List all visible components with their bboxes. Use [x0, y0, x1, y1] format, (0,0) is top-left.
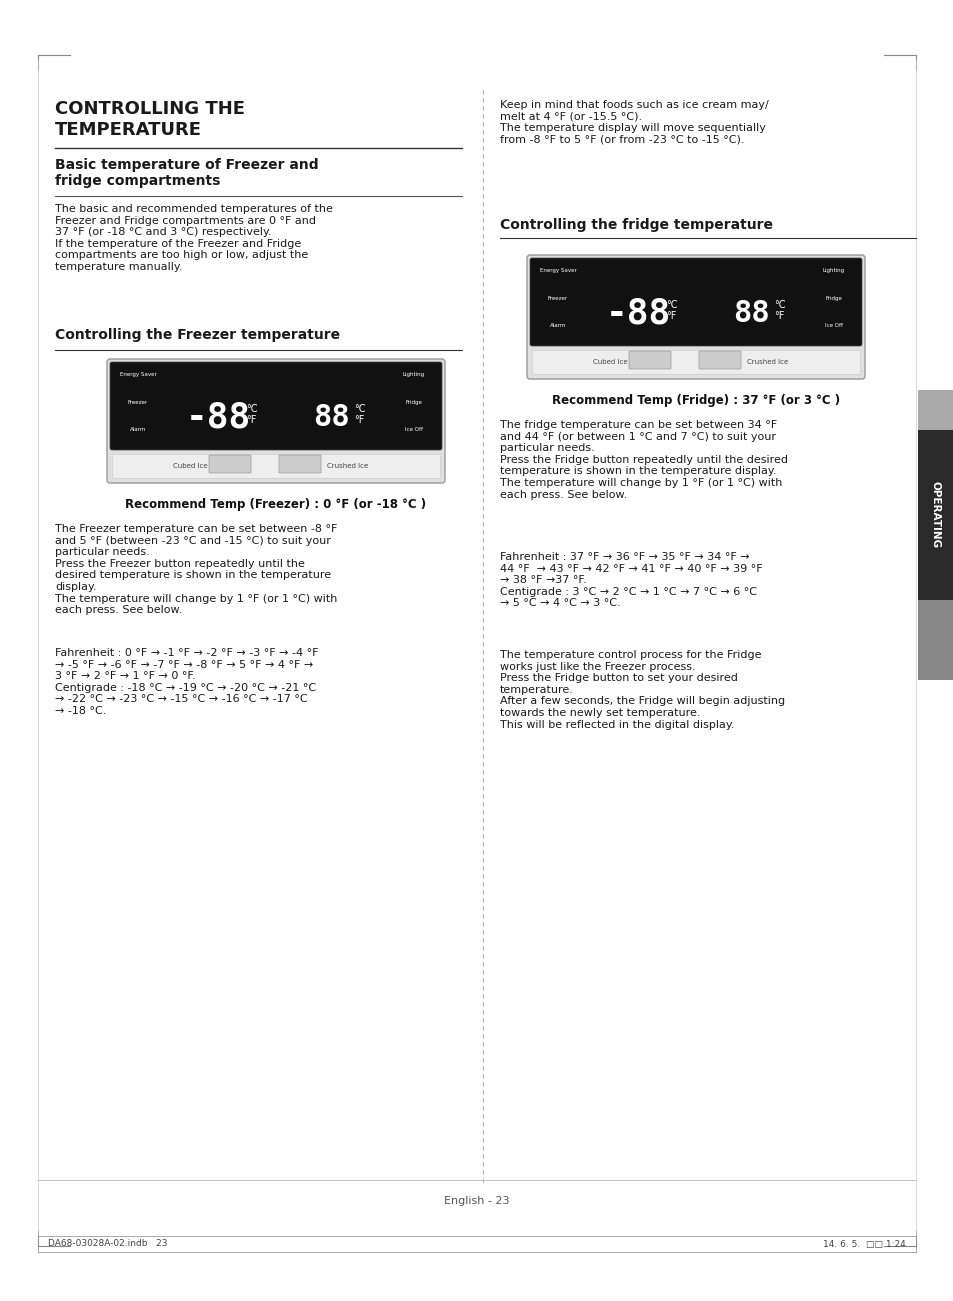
Text: Recommend Temp (Fridge) : 37 °F (or 3 °C ): Recommend Temp (Fridge) : 37 °F (or 3 °C…	[552, 394, 840, 407]
Text: Fridge: Fridge	[824, 297, 841, 301]
Text: Crushed Ice: Crushed Ice	[746, 359, 788, 366]
Text: Cubed Ice: Cubed Ice	[592, 359, 627, 366]
Text: Crushed Ice: Crushed Ice	[327, 463, 368, 468]
FancyBboxPatch shape	[209, 455, 251, 474]
Text: Lighting: Lighting	[402, 372, 425, 377]
Text: Ice Off: Ice Off	[405, 427, 422, 432]
Text: 14. 6. 5.  □□ 1:24: 14. 6. 5. □□ 1:24	[822, 1240, 905, 1249]
Text: Freezer: Freezer	[128, 399, 148, 405]
Text: CONTROLLING THE
TEMPERATURE: CONTROLLING THE TEMPERATURE	[55, 100, 245, 139]
Text: Recommend Temp (Freezer) : 0 °F (or -18 °C ): Recommend Temp (Freezer) : 0 °F (or -18 …	[125, 498, 426, 511]
FancyBboxPatch shape	[112, 454, 439, 477]
Text: Basic temperature of Freezer and
fridge compartments: Basic temperature of Freezer and fridge …	[55, 157, 318, 189]
Text: The Freezer temperature can be set between -8 °F
and 5 °F (between -23 °C and -1: The Freezer temperature can be set betwe…	[55, 524, 337, 615]
FancyBboxPatch shape	[532, 350, 859, 373]
Text: °C: °C	[246, 405, 257, 414]
Text: Controlling the fridge temperature: Controlling the fridge temperature	[499, 219, 772, 232]
Text: Ice Off: Ice Off	[824, 323, 842, 328]
Text: °F: °F	[354, 415, 364, 425]
Text: 88: 88	[314, 402, 350, 432]
FancyBboxPatch shape	[917, 600, 953, 680]
Text: Energy Saver: Energy Saver	[119, 372, 156, 377]
Text: Cubed Ice: Cubed Ice	[172, 463, 207, 468]
Text: DA68-03028A-02.indb   23: DA68-03028A-02.indb 23	[48, 1240, 168, 1249]
FancyBboxPatch shape	[917, 431, 953, 600]
FancyBboxPatch shape	[530, 258, 862, 346]
FancyBboxPatch shape	[628, 351, 670, 369]
Text: 88: 88	[733, 298, 770, 328]
Text: °C: °C	[354, 405, 365, 414]
Text: The temperature control process for the Fridge
works just like the Freezer proce: The temperature control process for the …	[499, 650, 784, 730]
Text: Alarm: Alarm	[130, 427, 146, 432]
Text: °C: °C	[773, 301, 784, 310]
Text: °C: °C	[665, 301, 677, 310]
Text: Controlling the Freezer temperature: Controlling the Freezer temperature	[55, 328, 340, 342]
FancyBboxPatch shape	[107, 359, 444, 483]
FancyBboxPatch shape	[110, 362, 441, 450]
Text: -88: -88	[605, 297, 670, 330]
Text: Keep in mind that foods such as ice cream may/
melt at 4 °F (or -15.5 °C).
The t: Keep in mind that foods such as ice crea…	[499, 100, 768, 144]
Text: Lighting: Lighting	[822, 268, 844, 273]
FancyBboxPatch shape	[526, 255, 864, 379]
Text: Energy Saver: Energy Saver	[539, 268, 576, 273]
FancyBboxPatch shape	[699, 351, 740, 369]
Text: OPERATING: OPERATING	[930, 481, 940, 549]
Text: °F: °F	[246, 415, 256, 425]
Text: Fahrenheit : 37 °F → 36 °F → 35 °F → 34 °F →
44 °F  → 43 °F → 42 °F → 41 °F → 40: Fahrenheit : 37 °F → 36 °F → 35 °F → 34 …	[499, 552, 761, 609]
Text: English - 23: English - 23	[444, 1196, 509, 1206]
Text: Fahrenheit : 0 °F → -1 °F → -2 °F → -3 °F → -4 °F
→ -5 °F → -6 °F → -7 °F → -8 °: Fahrenheit : 0 °F → -1 °F → -2 °F → -3 °…	[55, 648, 318, 716]
Text: Alarm: Alarm	[549, 323, 565, 328]
Text: Fridge: Fridge	[405, 399, 422, 405]
FancyBboxPatch shape	[917, 390, 953, 431]
FancyBboxPatch shape	[278, 455, 320, 474]
Text: Freezer: Freezer	[547, 297, 567, 301]
Text: The fridge temperature can be set between 34 °F
and 44 °F (or between 1 °C and 7: The fridge temperature can be set betwee…	[499, 420, 787, 500]
Text: The basic and recommended temperatures of the
Freezer and Fridge compartments ar: The basic and recommended temperatures o…	[55, 204, 333, 272]
Text: °F: °F	[665, 311, 676, 321]
Text: °F: °F	[773, 311, 783, 321]
Text: -88: -88	[185, 399, 251, 435]
